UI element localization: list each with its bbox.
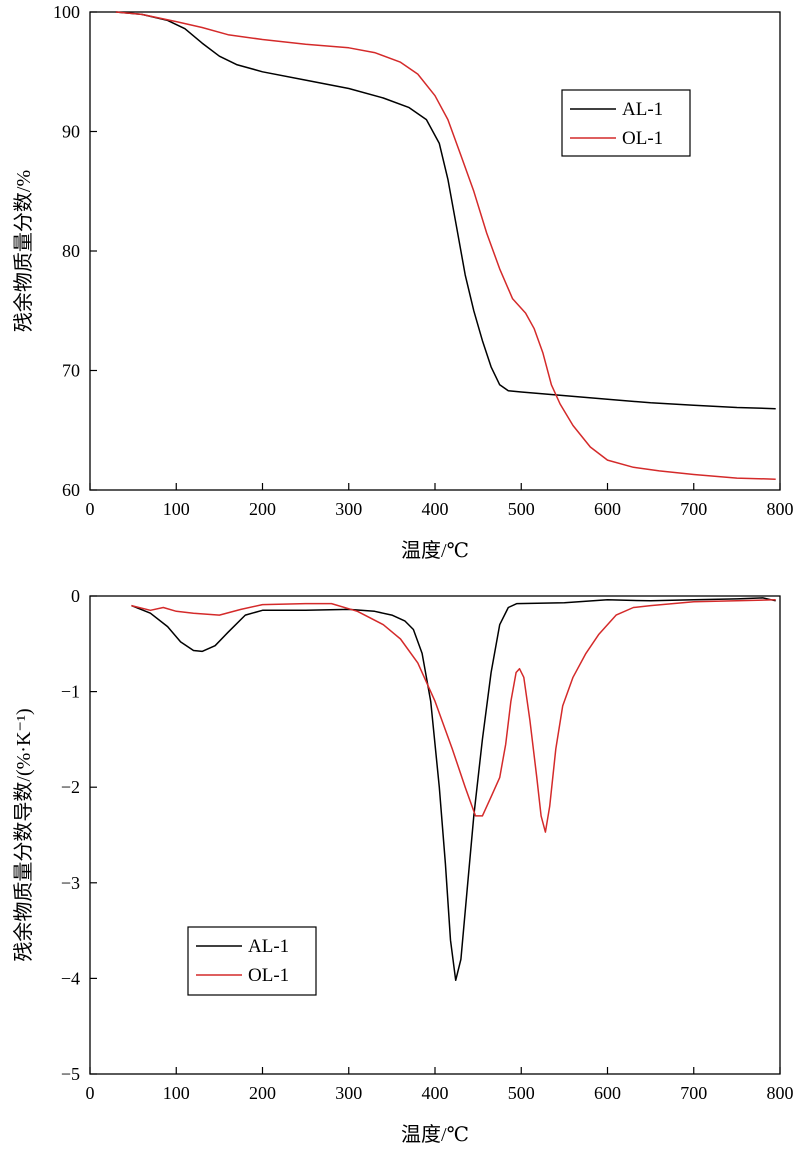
dtg-y-tick-label: −3 (61, 873, 80, 893)
tg-x-tick-label: 800 (767, 499, 794, 519)
tg-x-tick-label: 400 (422, 499, 449, 519)
dtg-x-tick-label: 100 (163, 1083, 190, 1103)
dtg-y-tick-label: −2 (61, 777, 80, 797)
dtg-x-tick-label: 300 (335, 1083, 362, 1103)
dtg-y-axis-title: 残余物质量分数导数/(%·K⁻¹) (12, 708, 35, 961)
tg-legend-label-ol1: OL-1 (622, 128, 663, 149)
dtg-y-axis: −5 −4 −3 −2 −1 0 (61, 586, 97, 1084)
dtg-x-tick-label: 500 (508, 1083, 535, 1103)
tg-legend-box (561, 89, 691, 157)
tg-x-tick-label: 600 (594, 499, 621, 519)
tg-y-tick-label: 100 (53, 2, 80, 22)
tg-y-tick-label: 60 (62, 480, 80, 500)
tg-series-line-al1 (115, 11, 776, 410)
dtg-legend-label-al1: AL-1 (248, 936, 289, 957)
dtg-series-line-al1 (131, 597, 776, 982)
dtg-series-line-ol1 (131, 599, 776, 833)
dtg-y-tick-label: 0 (71, 586, 80, 606)
tg-y-tick-label: 80 (62, 241, 80, 261)
tg-x-tick-label: 100 (163, 499, 190, 519)
tg-x-tick-label: 500 (508, 499, 535, 519)
dtg-x-tick-label: 400 (422, 1083, 449, 1103)
tg-x-axis: 0 100 200 300 400 500 600 700 800 (86, 483, 794, 519)
tg-y-axis-title: 残余物质量分数/% (12, 170, 35, 332)
dtg-y-tick-label: −5 (61, 1064, 80, 1084)
tg-y-tick-label: 90 (62, 122, 80, 142)
dtg-x-axis: 0 100 200 300 400 500 600 700 800 (86, 1067, 794, 1103)
dtg-y-tick-label: −1 (61, 682, 80, 702)
tg-chart: 0 100 200 300 400 500 600 700 800 60 70 80 90 100 温度… (12, 2, 794, 562)
dtg-y-tick-label: −4 (61, 968, 80, 988)
tg-x-tick-label: 200 (249, 499, 276, 519)
dtg-x-tick-label: 600 (594, 1083, 621, 1103)
tg-y-axis: 60 70 80 90 100 (53, 2, 97, 500)
dtg-legend-label-ol1: OL-1 (248, 965, 289, 986)
tg-x-tick-label: 300 (335, 499, 362, 519)
tg-x-axis-title: 温度/℃ (401, 539, 469, 562)
tg-plot-frame (89, 11, 781, 491)
dtg-x-tick-label: 800 (767, 1083, 794, 1103)
tg-series-line-ol1 (115, 11, 776, 480)
tg-legend-label-al1: AL-1 (622, 99, 663, 120)
dtg-x-axis-title: 温度/℃ (401, 1123, 469, 1146)
tg-x-tick-label: 700 (680, 499, 707, 519)
dtg-legend-box (187, 926, 317, 996)
tg-series-lines (115, 11, 776, 480)
dtg-x-tick-label: 200 (249, 1083, 276, 1103)
tg-x-tick-label: 0 (86, 499, 95, 519)
dtg-x-tick-label: 0 (86, 1083, 95, 1103)
dtg-x-tick-label: 700 (680, 1083, 707, 1103)
dtg-chart: 0 100 200 300 400 500 600 700 800 −5 −4 −3 −2 −1 0 温度… (12, 586, 794, 1146)
dtg-plot-frame (89, 595, 781, 1075)
dtg-series-lines (131, 597, 776, 982)
tg-y-tick-label: 70 (62, 361, 80, 381)
tg-legend: AL-1 OL-1 (561, 89, 691, 157)
dtg-legend: AL-1 OL-1 (187, 926, 317, 996)
